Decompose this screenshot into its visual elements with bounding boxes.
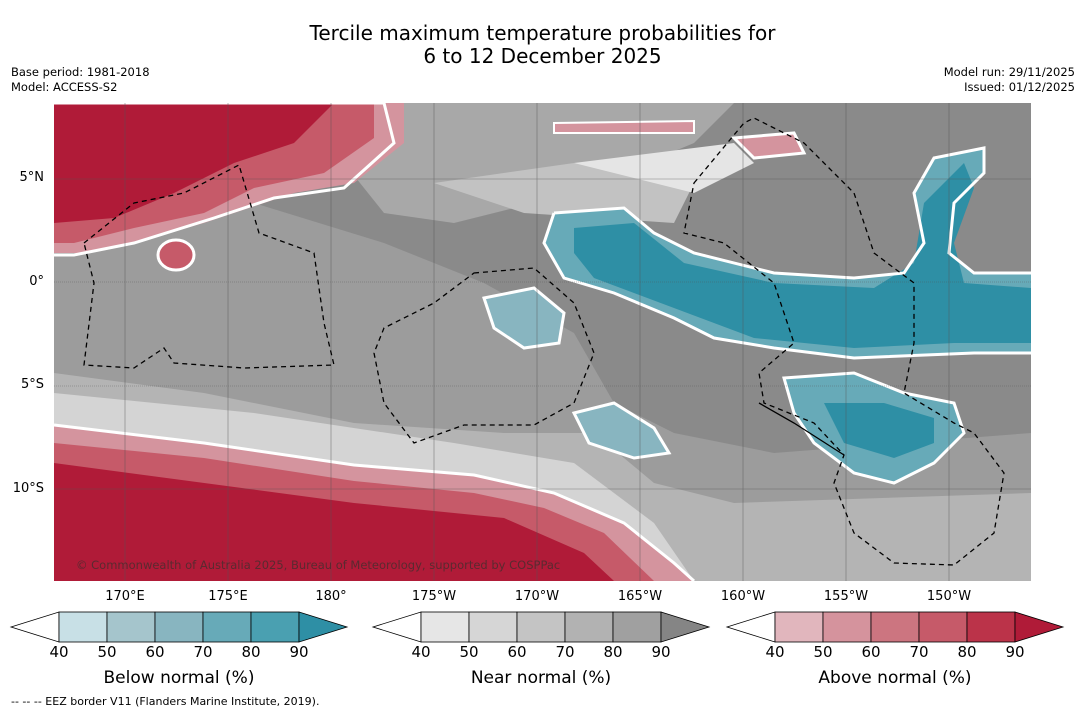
lon-label-155w: 155°W [823, 589, 869, 604]
colorbar-below-bin-2 [154, 611, 204, 643]
model-name: Model: ACCESS-S2 [11, 80, 118, 94]
colorbar-near-bin-0 [420, 611, 470, 643]
colorbar-near-tick: 40 [411, 643, 431, 661]
colorbar-below-tick: 70 [193, 643, 213, 661]
colorbar-near-min-arrow [371, 611, 422, 643]
colorbar-title-above: Above normal (%) [818, 668, 972, 688]
meta-left: Base period: 1981-2018 Model: ACCESS-S2 [11, 65, 150, 95]
below-normal-main-contour-south [542, 212, 1031, 360]
above-normal-south-contour [54, 423, 696, 581]
colorbar-above-tick: 90 [1005, 643, 1025, 661]
map-canvas [54, 103, 1031, 581]
issued-date: Issued: 01/12/2025 [964, 80, 1075, 94]
above-normal-nw-core [54, 103, 334, 223]
lon-label-175w: 175°W [411, 589, 457, 604]
above-normal-south-core [54, 463, 614, 581]
colorbar-above-bin-1 [822, 611, 872, 643]
colorbar-above-bin-2 [870, 611, 920, 643]
lat-label-0: 0° [29, 274, 44, 289]
meta-right: Model run: 29/11/2025 Issued: 01/12/2025 [944, 65, 1075, 95]
above-normal-nw-contour [54, 103, 396, 257]
colorbar-near-max-arrow [660, 611, 711, 643]
colorbar-above-tick: 40 [765, 643, 785, 661]
colorbar-above-tick: 60 [861, 643, 881, 661]
colorbar-below-tick: 40 [49, 643, 69, 661]
colorbar-near-bin-2 [516, 611, 566, 643]
colorbar-above-min-arrow [725, 611, 776, 643]
colorbar-near-bin-4 [612, 611, 662, 643]
colorbar-above-bin-3 [918, 611, 968, 643]
eez-borders [83, 117, 1005, 566]
lat-label-5n: 5°N [19, 170, 45, 185]
colorbar-below-tick: 80 [241, 643, 261, 661]
chart-title-line1: Tercile maximum temperature probabilitie… [309, 21, 776, 45]
colorbar-below-tick: 60 [145, 643, 165, 661]
colorbar-near-tick: 50 [459, 643, 479, 661]
lat-label-10s: 10°S [12, 481, 44, 496]
colorbar-near-tick: 80 [603, 643, 623, 661]
base-period: Base period: 1981-2018 [11, 65, 150, 79]
below-normal-south-patch [571, 401, 672, 460]
model-run: Model run: 29/11/2025 [943, 65, 1075, 79]
lon-label-170e: 170°E [105, 589, 145, 604]
colorbar-below-bin-0 [58, 611, 108, 643]
near-normal-lightest [574, 143, 754, 193]
colorbar-above-tick: 70 [909, 643, 929, 661]
gridlines [54, 103, 1031, 581]
lon-label-150w: 150°W [926, 589, 972, 604]
above-normal-small-patch [156, 238, 196, 272]
probability-map: © Commonwealth of Australia 2025, Bureau… [54, 103, 1031, 581]
lon-label-160w: 160°W [720, 589, 766, 604]
copyright-notice: © Commonwealth of Australia 2025, Bureau… [76, 558, 561, 572]
chart-title-line2: 6 to 12 December 2025 [423, 44, 662, 68]
below-normal-se-core [824, 403, 934, 458]
lat-label-5s: 5°S [20, 377, 44, 392]
colorbar-below-bin-1 [106, 611, 156, 643]
colorbar-near-bin-1 [468, 611, 518, 643]
colorbar-near-bin-3 [564, 611, 614, 643]
colorbar-below-min-arrow [9, 611, 60, 643]
below-normal-central-patch [482, 286, 566, 350]
below-normal-main-contour-north [553, 146, 1031, 280]
colorbar-below-tick: 50 [97, 643, 117, 661]
colorbar-above-tick: 80 [957, 643, 977, 661]
colorbar-below-bin-3 [202, 611, 252, 643]
lon-label-165w: 165°W [617, 589, 663, 604]
colorbar-below-tick: 90 [289, 643, 309, 661]
colorbar-above-max-arrow [1014, 611, 1065, 643]
lon-label-180: 180° [315, 589, 347, 604]
above-normal-n-patch [553, 119, 695, 134]
colorbar-title-near: Near normal (%) [470, 668, 612, 688]
lon-label-170w: 170°W [514, 589, 560, 604]
lon-label-175e: 175°E [208, 589, 248, 604]
colorbars [9, 611, 1065, 643]
eez-footnote: -- -- -- EEZ border V11 (Flanders Marine… [11, 695, 320, 708]
colorbar-near-tick: 90 [651, 643, 671, 661]
colorbar-title-below: Below normal (%) [103, 668, 255, 688]
colorbar-above-tick: 50 [813, 643, 833, 661]
near-normal-light-patch [434, 163, 694, 223]
colorbar-below-bin-4 [250, 611, 300, 643]
colorbar-below-max-arrow [298, 611, 349, 643]
below-normal-main-core [574, 163, 1031, 348]
colorbar-above-bin-4 [966, 611, 1016, 643]
colorbar-near-tick: 60 [507, 643, 527, 661]
colorbar-above-bin-0 [774, 611, 824, 643]
eez-solid-segment [758, 402, 845, 456]
above-normal-ne-patch [730, 131, 807, 160]
colorbar-near-tick: 70 [555, 643, 575, 661]
